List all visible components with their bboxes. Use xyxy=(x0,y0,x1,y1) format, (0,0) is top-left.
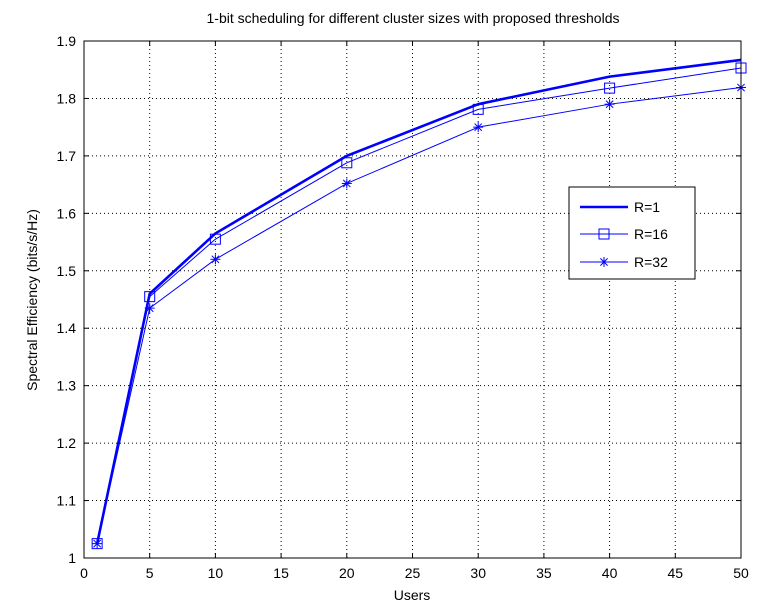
star-marker xyxy=(341,178,352,189)
series-r-1 xyxy=(95,58,742,544)
square-marker xyxy=(144,291,156,303)
y-tick-label: 1.2 xyxy=(57,435,77,451)
y-tick-label: 1.1 xyxy=(57,493,77,509)
square-marker xyxy=(209,233,221,245)
square-marker xyxy=(341,157,353,169)
x-tick-label: 30 xyxy=(470,565,486,581)
y-tick-label: 1 xyxy=(68,550,76,566)
y-axis-label: Spectral Efficiency (bits/s/Hz) xyxy=(24,209,40,391)
legend-entry: R=16 xyxy=(580,226,668,242)
square-marker xyxy=(604,82,616,94)
x-tick-label: 25 xyxy=(405,565,421,581)
legend-box xyxy=(568,186,696,280)
plot-frame xyxy=(83,40,742,559)
series-line xyxy=(96,67,742,544)
legend-label: R=16 xyxy=(634,226,668,242)
x-tick-label: 0 xyxy=(80,565,88,581)
x-tick-label: 20 xyxy=(339,565,355,581)
square-marker xyxy=(598,228,610,240)
grid-lines xyxy=(84,41,741,558)
star-marker xyxy=(210,254,221,265)
y-tick-label: 1.5 xyxy=(57,263,77,279)
legend-entry: R=1 xyxy=(580,199,660,215)
y-tick-label: 1.4 xyxy=(57,320,77,336)
plot-area xyxy=(84,41,741,558)
chart-title: 1-bit scheduling for different cluster s… xyxy=(207,10,620,26)
series-r-16 xyxy=(91,62,747,550)
y-tick-label: 1.7 xyxy=(57,148,77,164)
y-tick-label: 1.6 xyxy=(57,205,77,221)
x-tick-label: 45 xyxy=(668,565,684,581)
y-tick-label: 1.8 xyxy=(57,90,77,106)
star-marker xyxy=(473,122,484,133)
x-tick-label: 35 xyxy=(536,565,552,581)
star-marker xyxy=(604,99,615,110)
x-tick-label: 40 xyxy=(602,565,618,581)
series-layer xyxy=(91,58,747,550)
legend-label: R=1 xyxy=(634,199,660,215)
star-marker xyxy=(144,303,155,314)
x-tick-label: 50 xyxy=(733,565,749,581)
legend-entry: R=32 xyxy=(580,254,668,270)
x-axis-label: Users xyxy=(394,587,431,603)
star-marker xyxy=(599,257,609,267)
legend-label: R=32 xyxy=(634,254,668,270)
x-tick-label: 5 xyxy=(146,565,154,581)
tick-labels: 0 5 10 15 20 25 30 35 40 45 50 1 1.1 1.2 1.3 1.4 1.5 1.6 1… xyxy=(57,33,749,581)
x-tick-label: 15 xyxy=(273,565,289,581)
series-r-32 xyxy=(92,82,746,549)
x-tick-label: 10 xyxy=(208,565,224,581)
star-marker xyxy=(92,538,103,549)
square-marker xyxy=(472,103,484,115)
legend: R=1 R=16 R=32 xyxy=(568,186,696,280)
series-line xyxy=(95,58,742,544)
y-tick-label: 1.3 xyxy=(57,378,77,394)
y-tick-label: 1.9 xyxy=(57,33,77,49)
